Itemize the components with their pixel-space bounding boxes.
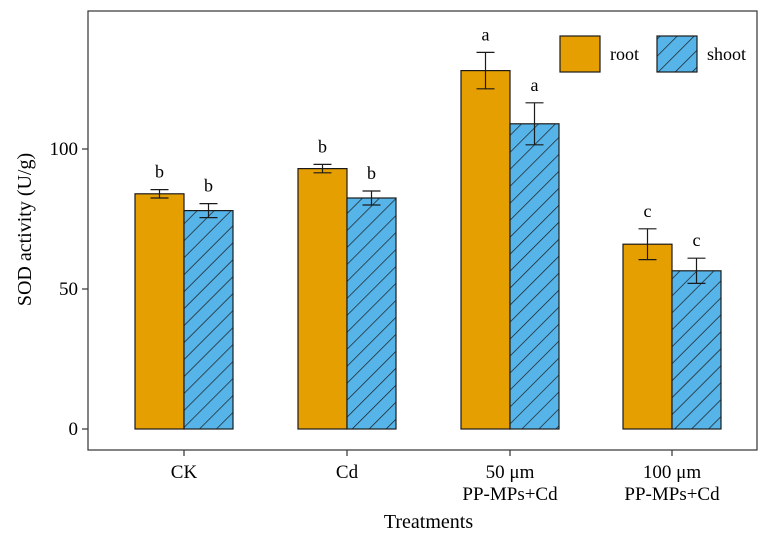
significance-label: c (644, 201, 652, 221)
significance-label: b (318, 136, 327, 156)
y-tick-label: 50 (59, 279, 78, 300)
legend-swatch-root (559, 35, 601, 73)
significance-label: b (155, 162, 164, 182)
x-tick-label: 50 μm (486, 462, 535, 483)
x-tick-label: CK (171, 462, 198, 483)
x-tick-label: PP-MPs+Cd (462, 484, 558, 505)
bar-root (622, 243, 673, 430)
x-tick-label: Cd (336, 462, 359, 483)
bar-shoot (671, 270, 722, 430)
x-tick-label: PP-MPs+Cd (624, 484, 720, 505)
bar-shoot (509, 123, 560, 430)
bar-root (134, 193, 185, 430)
y-tick-label: 100 (50, 139, 79, 160)
plot-panel (87, 10, 758, 451)
legend-label-shoot: shoot (707, 44, 746, 64)
y-tick-label: 0 (69, 419, 79, 440)
legend-label-root: root (610, 44, 639, 64)
significance-label: b (367, 163, 376, 183)
significance-label: a (482, 24, 490, 44)
x-axis-title: Treatments (384, 511, 473, 533)
significance-label: a (531, 75, 539, 95)
bar-shoot (183, 210, 234, 430)
x-tick-label: 100 μm (643, 462, 701, 483)
significance-label: b (204, 176, 213, 196)
bar-root (297, 168, 348, 430)
bar-root (460, 69, 511, 430)
significance-label: c (693, 230, 701, 250)
bar-shoot (346, 197, 397, 430)
legend-swatch-shoot (656, 35, 698, 73)
y-axis-title: SOD activity (U/g) (14, 153, 36, 306)
